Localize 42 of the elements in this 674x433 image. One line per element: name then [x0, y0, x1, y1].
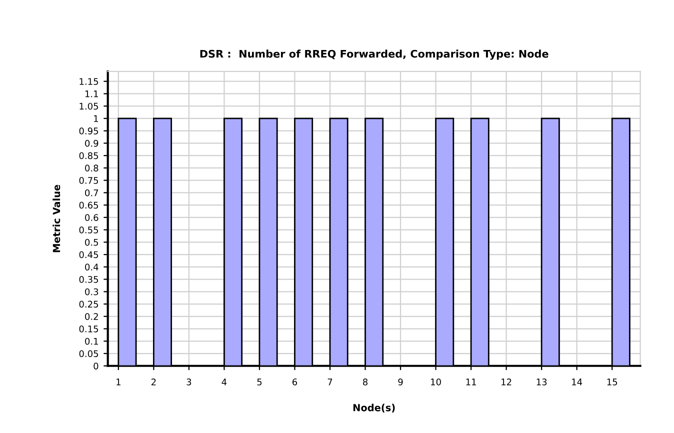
- y-tick-label: 0.35: [79, 276, 98, 283]
- y-tick-label: 0: [94, 362, 98, 370]
- y-tick-label: 0.6: [85, 214, 98, 221]
- x-tick-label: 14: [572, 378, 582, 386]
- y-tick-label: 0.15: [79, 326, 98, 332]
- x-tick-label: 5: [257, 378, 262, 386]
- x-tick-label: 15: [607, 378, 618, 386]
- y-tick-label: 0.2: [85, 313, 98, 320]
- y-tick-label: 0.55: [79, 226, 98, 234]
- y-tick-label: 1.1: [85, 90, 98, 98]
- y-tick-label: 0.85: [79, 152, 98, 160]
- x-tick-label: 9: [398, 378, 403, 386]
- y-tick-label: 0.9: [85, 140, 98, 147]
- chart-title: DSR : Number of RREQ Forwarded, Comparison Type: Node: [200, 50, 548, 60]
- y-tick-label: 1.15: [80, 78, 98, 85]
- x-tick-label: 8: [362, 378, 368, 386]
- x-tick-label: 10: [431, 378, 441, 386]
- x-tick-label: 2: [151, 378, 156, 386]
- x-tick-label: 7: [328, 378, 332, 386]
- y-tick-label: 0.95: [79, 128, 98, 134]
- y-tick-label: 0.65: [79, 202, 98, 209]
- x-tick-label: 6: [292, 378, 298, 386]
- x-tick-label: 3: [186, 378, 192, 386]
- x-tick-label: 12: [502, 378, 512, 386]
- y-tick-label: 0.7: [85, 189, 98, 196]
- y-tick-label: 0.05: [79, 350, 98, 358]
- x-tick-label: 1: [116, 378, 120, 386]
- y-tick-label: 0.3: [85, 288, 98, 296]
- y-tick-label: 1.05: [80, 102, 98, 110]
- y-tick-label: 0.4: [85, 264, 98, 270]
- x-tick-label: 4: [222, 378, 227, 386]
- y-tick-label: 1: [94, 115, 98, 122]
- y-tick-label: 0.45: [79, 251, 98, 258]
- x-tick-label: 13: [536, 378, 547, 386]
- y-tick-label: 0.8: [85, 164, 98, 172]
- y-tick-label: 0.75: [79, 177, 98, 184]
- y-axis-title: Metric Value: [52, 184, 60, 252]
- y-tick-label: 0.25: [79, 300, 98, 308]
- y-tick-label: 0.5: [85, 238, 98, 246]
- y-tick-label: 0.1: [85, 338, 98, 345]
- x-axis-title: Node(s): [353, 404, 395, 412]
- x-tick-label: 11: [466, 378, 476, 386]
